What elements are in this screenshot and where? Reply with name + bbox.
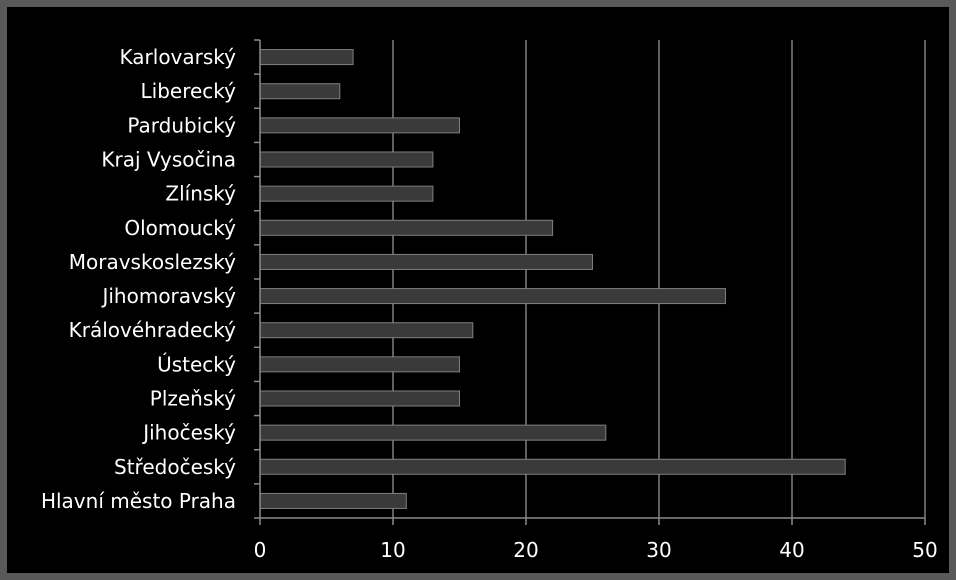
category-label: Hlavní město Praha bbox=[41, 489, 236, 513]
category-label: Jihočeský bbox=[141, 421, 236, 445]
bar bbox=[259, 424, 607, 441]
x-tick-label: 0 bbox=[254, 538, 267, 562]
category-label: Liberecký bbox=[141, 79, 237, 103]
bar bbox=[259, 151, 434, 168]
x-tick-label: 40 bbox=[779, 538, 804, 562]
bar bbox=[259, 49, 354, 66]
bar bbox=[259, 219, 554, 236]
category-label: Ústecký bbox=[157, 352, 236, 376]
category-label: Středočeský bbox=[114, 455, 236, 479]
bar bbox=[259, 253, 593, 270]
category-label: Jihomoravský bbox=[100, 284, 236, 308]
gridlines bbox=[392, 40, 926, 518]
bar bbox=[259, 185, 434, 202]
bar bbox=[259, 390, 460, 407]
x-tick-label: 20 bbox=[513, 538, 538, 562]
labels: 0 10 20 30 40 50 Karlovarský Liberecký Pardubick… bbox=[41, 45, 938, 562]
category-label: Pardubický bbox=[127, 113, 236, 137]
bar bbox=[259, 83, 341, 100]
x-tick-label: 10 bbox=[380, 538, 405, 562]
bar bbox=[259, 458, 846, 475]
category-label: Kraj Vysočina bbox=[101, 148, 236, 172]
bars bbox=[259, 49, 846, 509]
axes bbox=[254, 39, 926, 525]
category-label: Královéhradecký bbox=[69, 318, 237, 342]
bar bbox=[259, 322, 474, 339]
bar bbox=[259, 356, 460, 373]
bar bbox=[259, 492, 407, 509]
bar bbox=[259, 117, 460, 134]
category-label: Karlovarský bbox=[120, 45, 237, 69]
category-label: Moravskoslezský bbox=[69, 250, 236, 274]
category-label: Olomoucký bbox=[124, 216, 236, 240]
category-label: Plzeňský bbox=[150, 387, 236, 411]
bar bbox=[259, 288, 726, 305]
category-label: Zlínský bbox=[165, 182, 236, 206]
x-tick-label: 50 bbox=[912, 538, 937, 562]
x-tick-label: 30 bbox=[646, 538, 671, 562]
